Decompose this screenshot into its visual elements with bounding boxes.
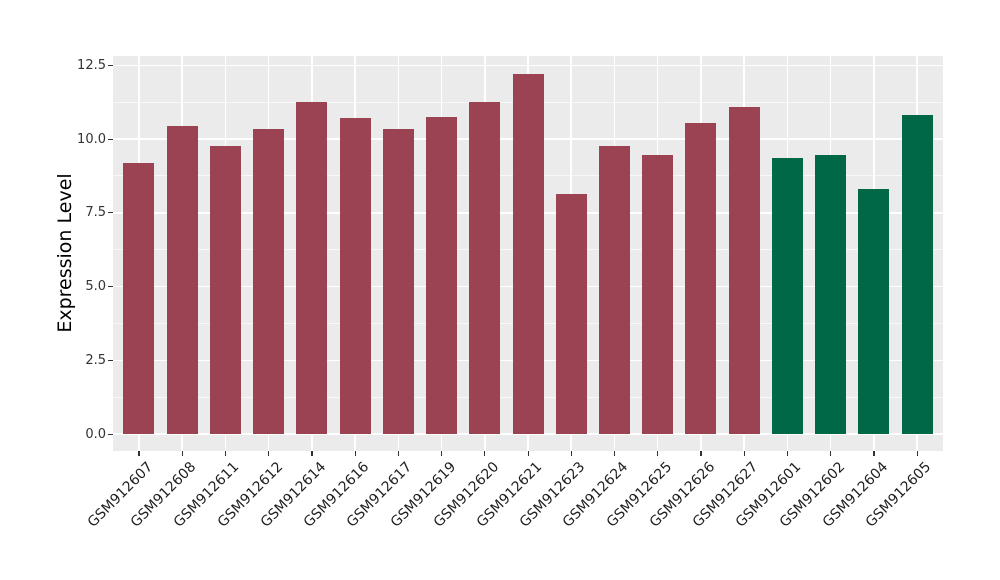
x-tick-label: GSM912605 <box>862 459 935 531</box>
bar <box>901 115 933 434</box>
bar <box>382 128 414 434</box>
y-tick-mark <box>108 433 113 435</box>
x-tick-mark <box>700 451 702 456</box>
x-tick-mark <box>657 451 659 456</box>
y-tick-label: 0.0 <box>85 426 106 442</box>
bar <box>598 146 630 434</box>
x-tick-mark <box>743 451 745 456</box>
x-tick-mark <box>354 451 356 456</box>
x-tick-mark <box>397 451 399 456</box>
x-tick-mark <box>311 451 313 456</box>
x-tick-mark <box>441 451 443 456</box>
y-tick-mark <box>108 212 113 214</box>
x-tick-mark <box>527 451 529 456</box>
y-tick-label: 12.5 <box>77 57 106 73</box>
y-tick-mark <box>108 138 113 140</box>
x-tick-mark <box>873 451 875 456</box>
y-tick-mark <box>108 286 113 288</box>
x-tick-mark <box>916 451 918 456</box>
bar <box>253 128 285 434</box>
bar <box>728 106 760 434</box>
y-tick-label: 2.5 <box>85 352 106 368</box>
bar <box>815 155 847 434</box>
bar <box>685 122 717 434</box>
bar <box>555 193 587 434</box>
y-tick-mark <box>108 359 113 361</box>
bar <box>296 102 328 434</box>
bar <box>771 158 803 434</box>
x-tick-mark <box>613 451 616 456</box>
x-tick-mark <box>570 451 572 456</box>
y-tick-label: 7.5 <box>85 205 106 221</box>
y-axis-title: Expression Level <box>54 173 76 333</box>
x-tick-mark <box>786 451 789 456</box>
x-tick-mark <box>181 451 183 456</box>
x-tick-mark <box>224 451 227 456</box>
y-tick-label: 10.0 <box>77 131 106 147</box>
bar <box>123 162 155 434</box>
bar <box>858 189 890 434</box>
bar <box>469 102 501 434</box>
bar <box>426 116 458 434</box>
y-tick-mark <box>108 64 113 66</box>
x-tick-mark <box>268 451 270 456</box>
bar <box>512 74 544 434</box>
x-tick-mark <box>484 451 486 456</box>
bar <box>642 155 674 434</box>
y-tick-label: 5.0 <box>85 279 106 294</box>
x-tick-mark <box>830 451 832 456</box>
bar <box>209 146 241 434</box>
bar <box>166 125 198 434</box>
plot-panel <box>113 56 943 451</box>
x-tick-mark <box>138 451 140 456</box>
bar <box>339 118 371 434</box>
